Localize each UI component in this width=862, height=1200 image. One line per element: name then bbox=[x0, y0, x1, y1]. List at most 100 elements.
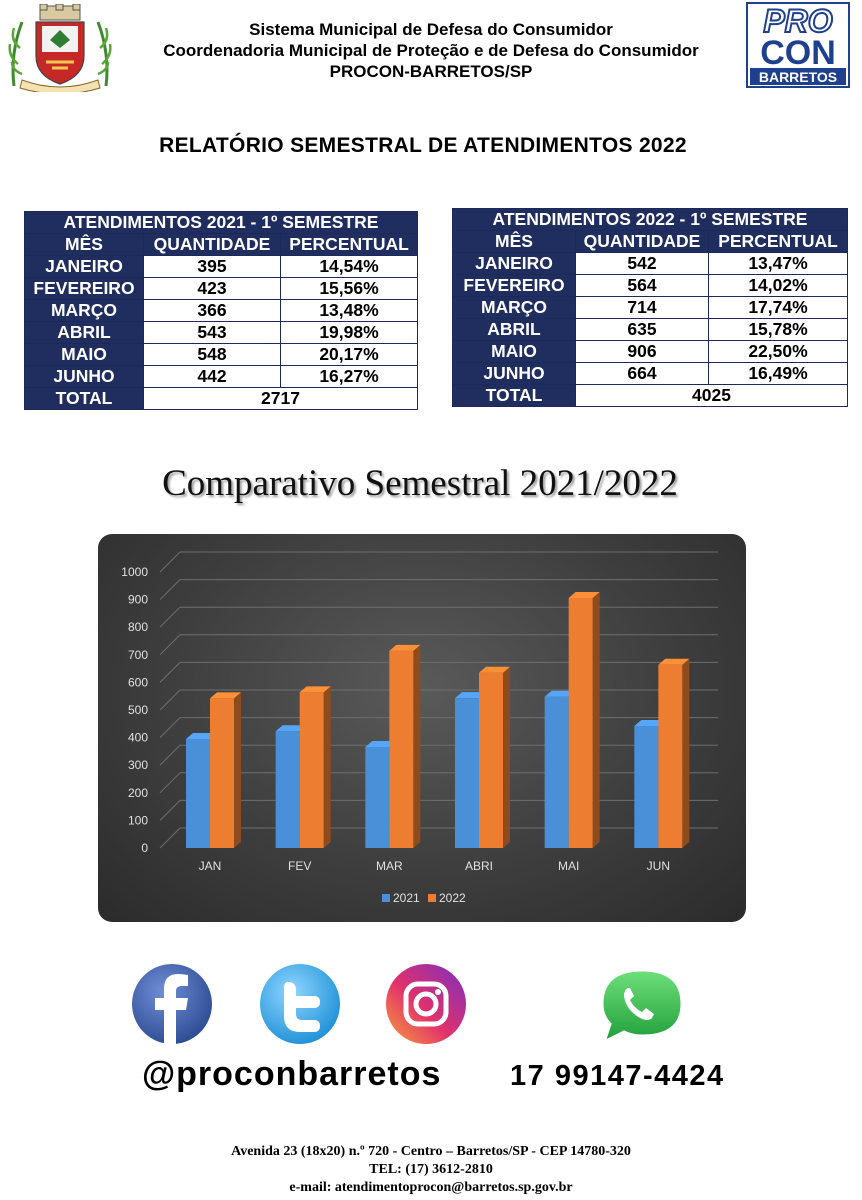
x-tick-label: ABRI bbox=[465, 859, 493, 873]
y-tick-label: 0 bbox=[141, 841, 148, 855]
bar-2021-MAI bbox=[544, 696, 569, 848]
bar-2022-MAI bbox=[568, 597, 593, 848]
gridline-diagonal bbox=[159, 662, 181, 683]
x-tick-label: MAI bbox=[558, 859, 579, 873]
bar-2022-MAR bbox=[389, 650, 414, 848]
quantity-cell: 635 bbox=[575, 318, 709, 341]
percent-cell: 15,78% bbox=[708, 318, 848, 341]
bar-side bbox=[503, 666, 510, 848]
month-cell: MARÇO bbox=[452, 296, 576, 319]
table-row: JANEIRO 395 14,54% bbox=[24, 255, 418, 278]
gridline-diagonal bbox=[159, 689, 181, 711]
gridline-diagonal bbox=[159, 579, 181, 600]
percent-cell: 16,49% bbox=[708, 362, 848, 385]
bar-2021-FEV bbox=[275, 731, 300, 848]
quantity-cell: 564 bbox=[575, 274, 709, 297]
gridline-diagonal bbox=[159, 606, 181, 628]
quantity-cell: 366 bbox=[143, 299, 281, 322]
quantity-cell: 423 bbox=[143, 277, 281, 300]
percent-cell: 20,17% bbox=[280, 343, 418, 366]
bar-2022-FEV bbox=[299, 692, 324, 848]
bar-top bbox=[544, 690, 576, 697]
percent-cell: 16,27% bbox=[280, 365, 418, 388]
bar-top bbox=[365, 740, 397, 747]
legend-label: 2021 bbox=[393, 891, 420, 905]
table-row: ABRIL 635 15,78% bbox=[452, 318, 848, 341]
coat-of-arms-logo bbox=[8, 4, 112, 92]
y-tick-label: 200 bbox=[128, 786, 148, 800]
month-cell: ABRIL bbox=[452, 318, 576, 341]
table-row: JUNHO 664 16,49% bbox=[452, 362, 848, 385]
month-cell: ABRIL bbox=[24, 321, 144, 344]
total-label: TOTAL bbox=[24, 387, 144, 410]
gridline-diagonal bbox=[159, 634, 181, 656]
instagram-icon[interactable] bbox=[384, 962, 468, 1046]
y-tick-label: 100 bbox=[128, 813, 148, 827]
month-cell: MAIO bbox=[24, 343, 144, 366]
x-tick-label: JAN bbox=[199, 859, 222, 873]
bar-2022-ABRI bbox=[479, 672, 503, 848]
table-row: MAIO 906 22,50% bbox=[452, 340, 848, 363]
table-row: JANEIRO 542 13,47% bbox=[452, 252, 848, 275]
column-header: MÊS bbox=[452, 230, 576, 253]
footer-address: Avenida 23 (18x20) n.º 720 - Centro – Ba… bbox=[231, 1144, 631, 1159]
month-cell: JUNHO bbox=[452, 362, 576, 385]
bar-top bbox=[275, 725, 307, 732]
bar-2022-JUN bbox=[658, 664, 683, 848]
bar-top bbox=[299, 686, 331, 693]
quantity-cell: 714 bbox=[575, 296, 709, 319]
total-row: TOTAL 4025 bbox=[452, 384, 848, 407]
legend-swatch bbox=[382, 894, 390, 902]
table-row: MAIO 548 20,17% bbox=[24, 343, 418, 366]
header-line-2: Coordenadoria Municipal de Proteção e de… bbox=[163, 41, 699, 60]
bar-2021-JAN bbox=[186, 738, 210, 848]
total-value: 4025 bbox=[575, 384, 848, 407]
gridline-diagonal bbox=[159, 800, 181, 821]
header-line-1: Sistema Municipal de Defesa do Consumido… bbox=[249, 20, 613, 39]
x-tick-label: JUN bbox=[647, 859, 670, 873]
footer-email[interactable]: e-mail: atendimentoprocon@barretos.sp.go… bbox=[289, 1180, 573, 1195]
x-tick-label: FEV bbox=[288, 859, 311, 873]
month-cell: FEVEREIRO bbox=[452, 274, 576, 297]
bar-top bbox=[210, 692, 241, 699]
header-line-3: PROCON-BARRETOS/SP bbox=[329, 62, 533, 81]
bar-side bbox=[323, 686, 331, 848]
table-row: FEVEREIRO 564 14,02% bbox=[452, 274, 848, 297]
quantity-cell: 543 bbox=[143, 321, 281, 344]
bar-side bbox=[682, 658, 690, 848]
gridline-diagonal bbox=[159, 744, 181, 766]
month-cell: JANEIRO bbox=[24, 255, 144, 278]
percent-cell: 19,98% bbox=[280, 321, 418, 344]
whatsapp-icon[interactable] bbox=[594, 964, 690, 1048]
total-label: TOTAL bbox=[452, 384, 576, 407]
column-header: MÊS bbox=[24, 233, 144, 256]
facebook-icon[interactable] bbox=[130, 962, 214, 1046]
percent-cell: 17,74% bbox=[708, 296, 848, 319]
bar-2021-ABRI bbox=[455, 698, 479, 848]
bar-top bbox=[186, 732, 217, 739]
table-2022: ATENDIMENTOS 2022 - 1º SEMESTRE MÊS QUAN… bbox=[452, 208, 848, 407]
y-tick-label: 400 bbox=[128, 731, 148, 745]
total-row: TOTAL 2717 bbox=[24, 387, 418, 410]
footer-phone: TEL: (17) 3612-2810 bbox=[369, 1162, 493, 1177]
column-header: QUANTIDADE bbox=[143, 233, 281, 256]
y-tick-label: 700 bbox=[128, 648, 148, 662]
bar-top bbox=[479, 666, 510, 673]
bar-top bbox=[389, 644, 421, 651]
percent-cell: 15,56% bbox=[280, 277, 418, 300]
bar-top bbox=[455, 692, 486, 699]
table-row: JUNHO 442 16,27% bbox=[24, 365, 418, 388]
quantity-cell: 906 bbox=[575, 340, 709, 363]
twitter-icon[interactable] bbox=[258, 962, 342, 1046]
social-handle[interactable]: @proconbarretos bbox=[142, 1055, 442, 1093]
gridline-diagonal bbox=[159, 551, 181, 573]
bar-2022-JAN bbox=[210, 698, 234, 848]
percent-cell: 14,54% bbox=[280, 255, 418, 278]
month-cell: FEVEREIRO bbox=[24, 277, 144, 300]
y-tick-label: 300 bbox=[128, 758, 148, 772]
phone-number[interactable]: 17 99147-4424 bbox=[510, 1060, 725, 1092]
legend-swatch bbox=[428, 894, 436, 902]
quantity-cell: 542 bbox=[575, 252, 709, 275]
bar-chart: 0 100 200 300 400 500 600 700 800 900 1000 JAN FEV MA… bbox=[98, 534, 746, 922]
procon-logo: PRO CON BARRETOS bbox=[746, 2, 850, 88]
